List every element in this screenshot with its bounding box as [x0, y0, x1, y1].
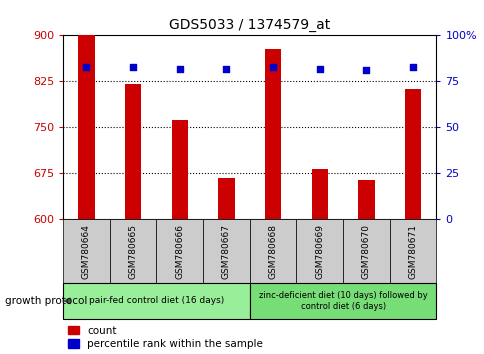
Text: GSM780670: GSM780670	[361, 224, 370, 279]
Text: GSM780664: GSM780664	[82, 224, 91, 279]
Bar	[203, 219, 249, 283]
Bar	[171, 120, 187, 219]
Bar	[156, 219, 203, 283]
Bar	[342, 219, 389, 283]
Bar	[78, 35, 94, 219]
Bar	[264, 49, 281, 219]
Text: GSM780666: GSM780666	[175, 224, 184, 279]
Bar	[296, 219, 342, 283]
Text: GSM780667: GSM780667	[222, 224, 230, 279]
Bar	[404, 90, 421, 219]
Bar	[249, 283, 436, 319]
Text: growth protocol: growth protocol	[5, 296, 87, 306]
Bar	[218, 178, 234, 219]
Legend: count, percentile rank within the sample: count, percentile rank within the sample	[68, 326, 262, 349]
Text: GSM780669: GSM780669	[315, 224, 324, 279]
Bar	[63, 283, 249, 319]
Title: GDS5033 / 1374579_at: GDS5033 / 1374579_at	[169, 18, 330, 32]
Text: GSM780671: GSM780671	[408, 224, 417, 279]
Point	[362, 68, 370, 73]
Point	[82, 64, 90, 69]
Bar	[358, 179, 374, 219]
Text: GSM780665: GSM780665	[128, 224, 137, 279]
Point	[408, 64, 416, 69]
Text: zinc-deficient diet (10 days) followed by
control diet (6 days): zinc-deficient diet (10 days) followed b…	[258, 291, 426, 310]
Bar	[109, 219, 156, 283]
Point	[222, 66, 230, 72]
Point	[176, 66, 183, 72]
Bar	[311, 169, 327, 219]
Bar	[125, 85, 141, 219]
Point	[315, 66, 323, 72]
Text: pair-fed control diet (16 days): pair-fed control diet (16 days)	[89, 296, 224, 306]
Point	[129, 64, 136, 69]
Bar	[249, 219, 296, 283]
Bar	[63, 219, 109, 283]
Text: GSM780668: GSM780668	[268, 224, 277, 279]
Point	[269, 64, 276, 69]
Bar	[389, 219, 436, 283]
